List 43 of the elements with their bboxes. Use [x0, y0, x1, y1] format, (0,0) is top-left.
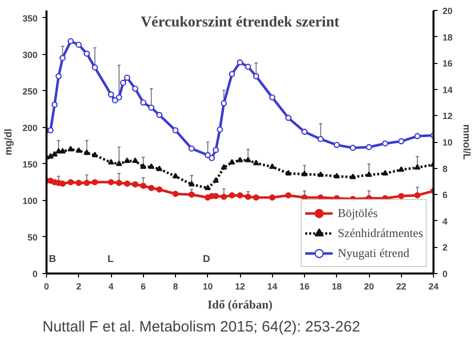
y2-tick-label: 16 [442, 58, 453, 69]
x-tick-label: 24 [428, 282, 439, 292]
x-tick-label: 10 [202, 282, 213, 292]
annotation: B [48, 254, 56, 265]
legend-label: Szénhidrátmentes [338, 226, 423, 240]
chart-title: Vércukorszint étrendek szerint [140, 14, 340, 30]
y-tick-label: 100 [22, 196, 38, 206]
x-tick-label: 0 [44, 282, 50, 292]
x-tick-label: 14 [267, 282, 278, 292]
x-tick-label: 12 [234, 282, 246, 292]
y2-tick-label: 18 [442, 32, 453, 42]
y-tick-label: 150 [22, 159, 38, 170]
x-tick-label: 6 [140, 282, 146, 292]
x-tick-label: 22 [396, 282, 406, 292]
annotation: L [107, 254, 114, 265]
y2-tick-label: 12 [442, 111, 453, 122]
y-tick-label: 200 [22, 122, 38, 133]
y2-tick-label: 0 [442, 269, 448, 279]
y2-tick-label: 4 [442, 216, 448, 226]
x-tick-label: 16 [299, 282, 310, 292]
x-tick-label: 8 [172, 282, 178, 292]
y-axis-title: mg/dl [3, 128, 14, 156]
y-tick-label: 250 [22, 86, 38, 96]
legend-label: Nyugati étrend [338, 246, 410, 260]
y2-tick-label: 14 [442, 84, 453, 95]
y2-tick-label: 10 [442, 138, 453, 148]
x-tick-label: 20 [364, 282, 374, 292]
y2-tick-label: 20 [442, 6, 453, 16]
x-tick-label: 18 [332, 282, 342, 292]
x-tick-label: 4 [108, 282, 114, 292]
y-tick-label: 0 [32, 269, 38, 279]
legend-label: Böjtölés [338, 206, 378, 220]
y-tick-label: 50 [27, 232, 38, 242]
text: Nuttall F et al. Metabolism 2015; 64(2): 253-262 [42, 318, 360, 336]
y2-tick-label: 8 [442, 164, 448, 174]
annotation: D [202, 254, 210, 265]
y-tick-label: 300 [22, 50, 38, 60]
y-tick-label: 350 [22, 13, 38, 24]
x-axis-title: Idő (órában) [207, 298, 273, 312]
x-tick-label: 2 [76, 282, 82, 292]
y2-axis-title: mmol/L [460, 124, 472, 160]
y2-tick-label: 6 [442, 190, 448, 200]
y2-tick-label: 2 [442, 242, 448, 253]
